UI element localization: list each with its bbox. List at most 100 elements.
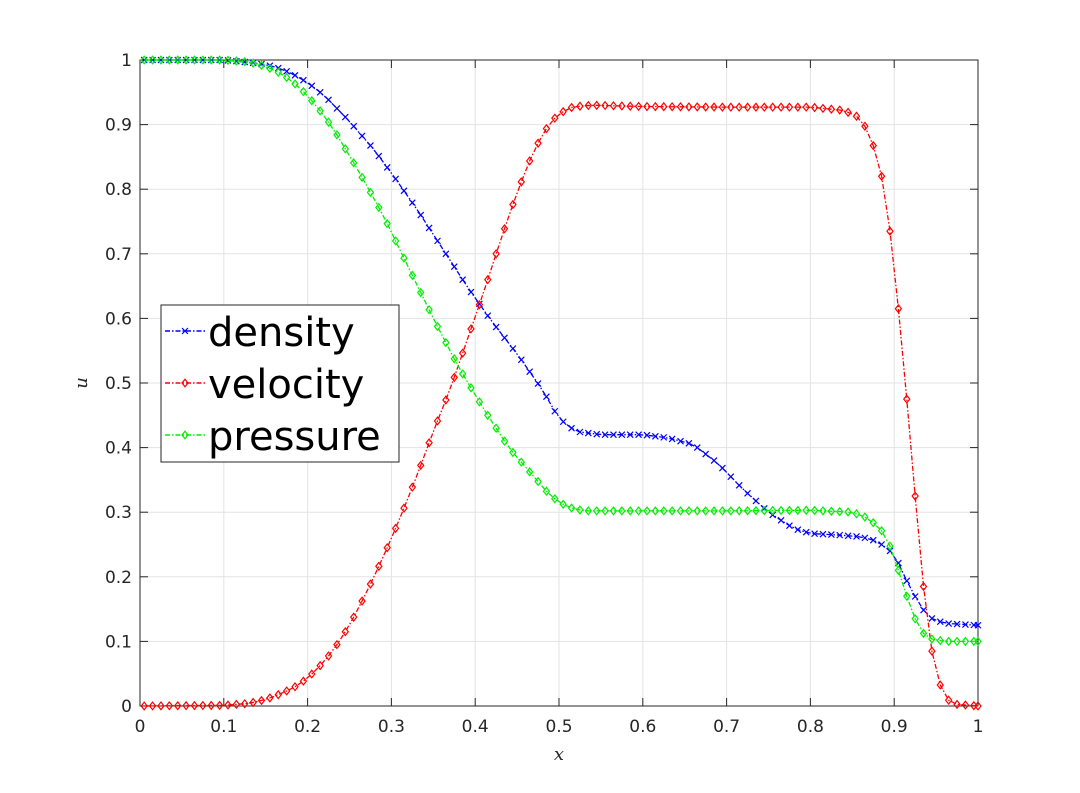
x-tick-label: 0.9 (881, 717, 908, 737)
marker-density (517, 356, 525, 364)
x-tick-label: 0.7 (713, 717, 740, 737)
marker-velocity (819, 103, 827, 114)
marker-density (710, 457, 718, 464)
marker-pressure (199, 55, 207, 65)
marker-density (861, 534, 869, 542)
marker-pressure (291, 79, 299, 89)
marker-density (534, 380, 542, 387)
marker-pressure (375, 202, 383, 213)
marker-density (559, 418, 567, 426)
marker-velocity (944, 695, 953, 705)
marker-velocity (442, 395, 450, 405)
marker-pressure (299, 86, 308, 97)
marker-velocity (794, 102, 802, 112)
marker-pressure (433, 321, 442, 332)
marker-density (593, 430, 601, 438)
marker-density (844, 532, 852, 540)
marker-velocity (877, 171, 886, 182)
marker-density (442, 250, 450, 258)
marker-velocity (894, 303, 903, 314)
marker-velocity (282, 686, 291, 696)
marker-velocity (215, 700, 224, 711)
marker-density (299, 76, 307, 84)
y-tick-label: 0.9 (105, 116, 132, 136)
marker-pressure (752, 505, 760, 516)
marker-velocity (785, 102, 794, 112)
marker-pressure (668, 506, 676, 516)
marker-pressure (685, 506, 693, 516)
marker-velocity (928, 646, 936, 656)
marker-velocity (643, 101, 651, 112)
marker-density (367, 142, 374, 150)
marker-pressure (391, 236, 400, 246)
marker-pressure (794, 505, 802, 516)
marker-velocity (484, 274, 492, 285)
marker-pressure (140, 55, 148, 65)
marker-density (316, 88, 324, 96)
marker-density (962, 621, 969, 628)
marker-pressure (282, 72, 291, 83)
series-velocity (140, 100, 982, 711)
marker-velocity (592, 100, 601, 111)
marker-pressure (936, 635, 945, 646)
legend-label-velocity: velocity (208, 362, 364, 408)
marker-pressure (525, 467, 534, 477)
marker-velocity (534, 138, 542, 148)
x-tick-label: 0.8 (797, 717, 824, 737)
marker-velocity (199, 700, 207, 711)
y-tick-label: 0.5 (105, 374, 132, 394)
marker-velocity (911, 491, 919, 501)
marker-velocity (308, 669, 316, 679)
x-tick-label: 0.3 (378, 717, 405, 737)
x-tick-label: 0.6 (629, 717, 656, 737)
x-tick-label: 0.2 (294, 717, 321, 737)
marker-density (509, 345, 517, 352)
marker-pressure (584, 506, 593, 516)
marker-velocity (148, 701, 157, 711)
marker-pressure (207, 55, 215, 65)
marker-density (358, 132, 366, 140)
marker-velocity (173, 700, 182, 711)
x-tick-label: 0.1 (210, 717, 237, 737)
marker-density (408, 199, 416, 207)
marker-velocity (869, 140, 878, 151)
marker-pressure (735, 506, 743, 516)
marker-velocity (358, 596, 366, 606)
marker-velocity (232, 699, 241, 710)
y-axis-label: u (71, 377, 92, 389)
marker-pressure (509, 447, 517, 458)
marker-density (735, 481, 743, 489)
marker-pressure (442, 337, 450, 348)
marker-density (375, 152, 383, 160)
marker-velocity (718, 102, 727, 112)
marker-pressure (173, 55, 182, 65)
marker-pressure (542, 486, 551, 496)
y-tick-label: 0.4 (105, 439, 132, 459)
marker-velocity (659, 101, 668, 112)
marker-density (827, 531, 835, 539)
marker-density (450, 263, 458, 271)
marker-density (777, 516, 785, 524)
x-tick-label: 0 (135, 717, 146, 737)
marker-density (878, 541, 886, 548)
marker-pressure (886, 541, 894, 551)
marker-pressure (567, 503, 576, 513)
marker-pressure (215, 55, 224, 65)
marker-density (308, 82, 316, 90)
marker-pressure (961, 636, 970, 647)
marker-velocity (685, 102, 693, 112)
y-tick-label: 0.2 (105, 568, 132, 588)
marker-pressure (609, 506, 618, 516)
marker-density (752, 497, 760, 505)
marker-pressure (576, 505, 584, 515)
marker-velocity (500, 223, 509, 234)
series-line-density (144, 59, 979, 626)
marker-pressure (224, 55, 232, 66)
marker-density (953, 620, 961, 628)
marker-pressure (408, 270, 417, 281)
y-tick-label: 1 (121, 51, 132, 71)
marker-pressure (819, 506, 827, 516)
marker-pressure (190, 55, 199, 65)
marker-velocity (249, 697, 257, 708)
